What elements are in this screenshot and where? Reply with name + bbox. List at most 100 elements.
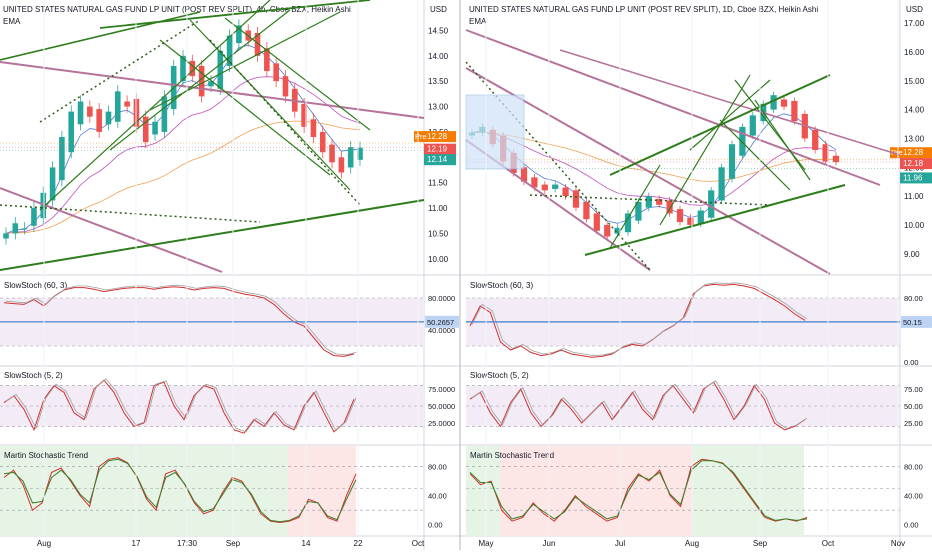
left-candle-body xyxy=(180,55,186,82)
left-main-chart: UNITED STATES NATURAL GAS FUND LP UNIT (… xyxy=(0,0,456,273)
left-candle-body xyxy=(319,131,326,153)
right-chart-title: UNITED STATES NATURAL GAS FUND LP UNIT (… xyxy=(469,5,818,14)
left-candle-body xyxy=(49,167,56,201)
left-ema-mid xyxy=(5,76,361,234)
left-candle-body xyxy=(87,106,93,117)
left-trend-dotted xyxy=(39,19,201,123)
left-time-tick: 14 xyxy=(302,539,311,548)
right-candle-body xyxy=(645,196,652,208)
left-trend-green xyxy=(39,0,271,211)
left-chart-title: UNITED STATES NATURAL GAS FUND LP UNIT (… xyxy=(3,5,351,14)
right-candle-body xyxy=(656,199,663,205)
left-price-tag xyxy=(424,143,456,155)
left-price-tick: 10.50 xyxy=(428,229,449,238)
right-currency-label: USD xyxy=(906,5,923,14)
left-time-tick: 22 xyxy=(354,539,363,548)
right-osc-series-0 xyxy=(469,283,806,358)
right-candle-body xyxy=(791,100,798,122)
left-osc-title: SlowStoch (60, 3) xyxy=(4,281,67,290)
left-trend-green xyxy=(0,199,425,271)
right-candle-body xyxy=(624,213,632,233)
right-osc-signal xyxy=(471,282,808,357)
right-osc-tick: 0.00 xyxy=(904,521,919,530)
left-price-tick: 11.00 xyxy=(428,204,448,213)
right-time-tick: Jun xyxy=(543,539,556,548)
left-osc-tick: 75.0000 xyxy=(428,385,455,394)
right-trend-pink xyxy=(465,67,831,275)
left-price-tick: 10.00 xyxy=(428,255,449,264)
left-osc-tick: 50.0000 xyxy=(428,402,455,411)
left-candle-body xyxy=(105,111,112,125)
left-candle-body xyxy=(40,192,47,219)
right-osc-title: SlowStoch (60, 3) xyxy=(470,281,533,290)
left-candle-body xyxy=(59,137,65,181)
left-pre-label: Pre xyxy=(415,132,427,141)
left-trend-pink xyxy=(0,187,223,273)
right-candle-body xyxy=(812,129,819,150)
right-candle-body xyxy=(583,201,590,220)
right-price-tick: 10.00 xyxy=(904,221,925,230)
left-osc-signal xyxy=(5,284,357,356)
left-trend-green xyxy=(99,0,371,29)
left-osc-tick: 40.00 xyxy=(428,492,447,501)
left-candle-body xyxy=(357,147,363,160)
right-osc-tick: 75.00 xyxy=(904,385,923,394)
left-trend-green xyxy=(224,17,371,131)
right-candle-body xyxy=(520,167,528,182)
left-candle-body xyxy=(329,144,335,163)
left-candle-body xyxy=(310,119,317,137)
right-osc-title: SlowStoch (5, 2) xyxy=(470,371,529,380)
right-price-tick: 15.00 xyxy=(904,77,925,86)
left-time-axis: Aug 17 17:30 Sep 14 22 Oct xyxy=(37,0,425,548)
right-osc-tick: 40.00 xyxy=(904,492,923,501)
left-trend-green xyxy=(0,11,201,61)
left-candle-body xyxy=(124,101,130,107)
right-trend-green xyxy=(584,184,846,256)
left-candle-body xyxy=(21,228,28,230)
right-candle-body xyxy=(666,200,673,214)
left-osc-value-tag xyxy=(425,315,459,328)
left-time-tick: Sep xyxy=(226,539,241,548)
right-candle-body xyxy=(541,184,548,191)
left-trend-pink xyxy=(0,61,425,119)
left-price-tick: 13.50 xyxy=(428,77,449,86)
left-candle-body xyxy=(226,35,233,66)
right-trend-pink xyxy=(465,29,881,186)
left-ema-label: EMA xyxy=(3,17,21,26)
right-time-tick: Jul xyxy=(615,539,625,548)
left-time-tick: Oct xyxy=(412,539,425,548)
left-price-tick: 14.50 xyxy=(428,26,449,35)
right-candle-body xyxy=(635,201,642,221)
left-candle-body xyxy=(142,116,149,143)
right-candle-body xyxy=(562,187,569,197)
left-candle-body xyxy=(273,63,279,82)
right-time-tick: Oct xyxy=(822,539,835,548)
right-osc-tick: 50.00 xyxy=(904,402,923,411)
left-osc-series-1 xyxy=(3,458,357,523)
right-candle-body xyxy=(614,227,621,234)
right-trend-dotted xyxy=(529,194,771,206)
right-candle-body xyxy=(676,209,684,223)
left-price-tick: 11.50 xyxy=(428,179,448,188)
left-candle-body xyxy=(217,50,224,89)
left-trend-dotted xyxy=(209,39,361,206)
right-candle-body xyxy=(697,210,704,224)
left-candle-body xyxy=(264,48,270,72)
right-trend-pink xyxy=(559,49,901,156)
left-candle-body xyxy=(96,109,102,132)
right-osc-tick: 0.00 xyxy=(904,358,919,367)
right-trend-green xyxy=(659,74,751,226)
left-osc-title: Martin Stochastic Trend xyxy=(4,451,88,460)
right-candle-body xyxy=(531,177,538,188)
left-candle-body xyxy=(208,81,214,87)
right-time-tick: Sep xyxy=(753,539,768,548)
left-candle-body xyxy=(68,111,75,153)
right-candle-body xyxy=(770,95,777,110)
left-ema-slow xyxy=(5,120,361,234)
right-candle-body xyxy=(604,224,611,237)
right-price-tick: 14.00 xyxy=(904,106,925,115)
left-price-tag xyxy=(414,131,456,143)
right-ema-mid xyxy=(471,131,837,206)
left-martin-panel: 80.00 40.00 0.00 Martin Stochastic Trend xyxy=(0,446,447,536)
